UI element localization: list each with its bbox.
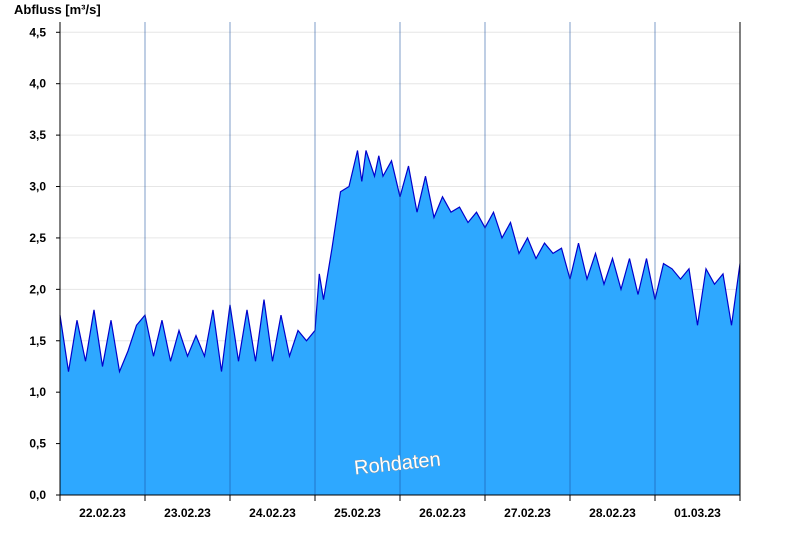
y-tick-label-2: 1,0 bbox=[29, 385, 46, 399]
x-ticks: 22.02.23 23.02.23 24.02.23 25.02.23 26.02.23… bbox=[59, 495, 741, 520]
y-tick-label-0: 0,0 bbox=[29, 488, 46, 502]
x-tick-label-7: 01.03.23 bbox=[674, 506, 721, 520]
x-tick-label-5: 27.02.23 bbox=[504, 506, 551, 520]
y-tick-label-6: 3,0 bbox=[29, 180, 46, 194]
y-tick-label-5: 2,5 bbox=[29, 231, 46, 245]
y-axis-title: Abfluss [m³/s] bbox=[14, 2, 101, 17]
y-tick-label-7: 3,5 bbox=[29, 128, 46, 142]
series-line bbox=[59, 150, 741, 374]
x-tick-label-1: 23.02.23 bbox=[164, 506, 211, 520]
y-tick-label-9: 4,5 bbox=[29, 25, 46, 39]
x-tick-label-3: 25.02.23 bbox=[334, 506, 381, 520]
x-tick-label-2: 24.02.23 bbox=[249, 506, 296, 520]
day-separators bbox=[144, 22, 656, 495]
y-tick-label-3: 1,5 bbox=[29, 334, 46, 348]
y-tick-label-1: 0,5 bbox=[29, 437, 46, 451]
y-tick-label-8: 4,0 bbox=[29, 77, 46, 91]
x-tick-label-0: 22.02.23 bbox=[79, 506, 126, 520]
y-tick-label-4: 2,0 bbox=[29, 282, 46, 296]
x-tick-label-6: 28.02.23 bbox=[589, 506, 636, 520]
x-tick-label-4: 26.02.23 bbox=[419, 506, 466, 520]
y-ticks: 0,0 0,5 1,0 1,5 2,0 2,5 3,0 3,5 4,0 4,5 bbox=[29, 25, 60, 502]
